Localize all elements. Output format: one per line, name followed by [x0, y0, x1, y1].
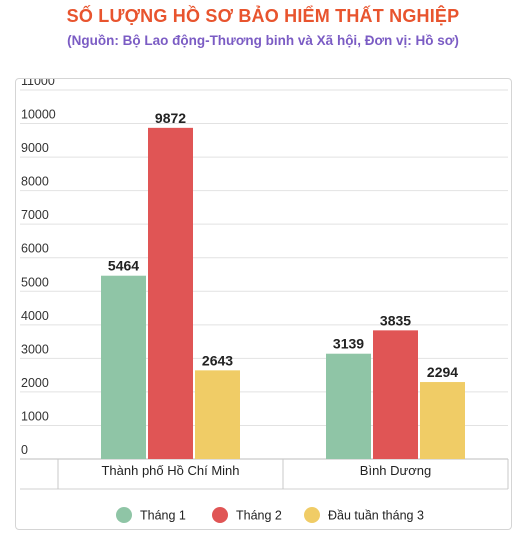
- bar-chart: 0 1000 2000 3000 4000 5000 6000 7000 8000 9000 100…: [20, 74, 509, 523]
- legend-marker: [304, 507, 320, 523]
- y-tick-label: 11000: [21, 79, 55, 88]
- x-tick-label: Bình Dương: [360, 463, 431, 478]
- y-tick-label: 9000: [21, 141, 49, 155]
- legend-label: Đầu tuần tháng 3: [328, 509, 424, 523]
- bar-data-label: 9872: [155, 110, 186, 126]
- y-tick-label: 10000: [21, 108, 56, 122]
- bar: [420, 382, 465, 459]
- y-tick-label: 0: [21, 443, 28, 457]
- bar-data-label: 3139: [333, 336, 364, 352]
- bar-data-label: 3835: [380, 312, 411, 328]
- y-tick-label: 7000: [21, 208, 49, 222]
- bar-data-label: 2643: [202, 352, 233, 368]
- bar: [101, 275, 146, 459]
- y-tick-label: 6000: [21, 242, 49, 256]
- bar: [148, 127, 193, 460]
- bar: [195, 370, 240, 459]
- y-tick-label: 8000: [21, 175, 49, 189]
- y-tick-label: 5000: [21, 275, 49, 289]
- y-tick-label: 4000: [21, 309, 49, 323]
- x-tick-label: Thành phố Hồ Chí Minh: [101, 463, 239, 478]
- y-tick-label: 3000: [21, 342, 49, 356]
- chart-panel: 0 1000 2000 3000 4000 5000 6000 7000 8000 9000 100…: [15, 74, 512, 530]
- y-tick-label: 1000: [21, 409, 49, 423]
- bar: [326, 353, 371, 459]
- bar-data-label: 2294: [427, 364, 458, 380]
- legend-label: Tháng 1: [140, 509, 186, 523]
- bar-data-label: 5464: [108, 258, 139, 274]
- legend-marker: [212, 507, 228, 523]
- y-tick-label: 2000: [21, 376, 49, 390]
- chart-subtitle: (Nguồn: Bộ Lao động-Thương binh và Xã hộ…: [67, 33, 459, 48]
- legend-label: Tháng 2: [236, 509, 282, 523]
- legend-marker: [116, 507, 132, 523]
- chart-title: SỐ LƯỢNG HỒ SƠ BẢO HIỂM THẤT NGHIỆP: [66, 6, 460, 26]
- bar: [373, 330, 418, 459]
